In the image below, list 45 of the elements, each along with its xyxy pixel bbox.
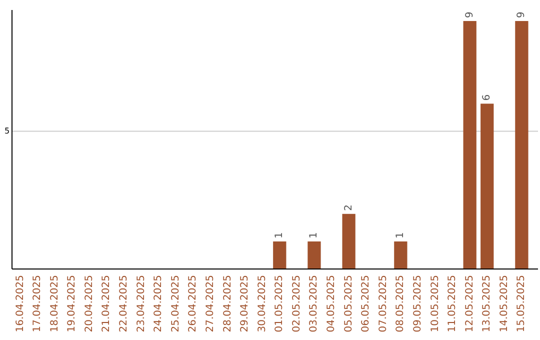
data-label: 6 — [482, 94, 493, 101]
data-label: 9 — [516, 12, 528, 18]
data-label: 1 — [395, 232, 406, 238]
x-tick-label: 09.05.2025 — [412, 275, 424, 332]
x-tick-label: 18.04.2025 — [49, 275, 60, 332]
x-tick-label: 16.04.2025 — [14, 275, 26, 332]
bar — [342, 214, 356, 269]
bar — [394, 241, 408, 269]
data-label: 2 — [343, 204, 354, 211]
bar — [463, 21, 476, 269]
x-tick-label: 10.05.2025 — [430, 275, 441, 332]
x-tick-label: 14.05.2025 — [498, 275, 510, 332]
x-tick-label: 01.05.2025 — [274, 275, 286, 332]
x-tick-label: 17.04.2025 — [32, 275, 44, 332]
x-tick-label: 05.05.2025 — [343, 275, 354, 332]
x-tick-label: 29.04.2025 — [240, 275, 251, 332]
x-tick-label: 20.04.2025 — [84, 275, 95, 332]
x-tick-label: 03.05.2025 — [308, 275, 320, 332]
x-tick-label: 24.04.2025 — [153, 275, 164, 332]
x-tick-label: 19.04.2025 — [66, 275, 78, 332]
x-tick-label: 21.04.2025 — [101, 275, 112, 332]
x-tick-label: 22.04.2025 — [118, 275, 130, 332]
x-tick-label: 06.05.2025 — [360, 275, 372, 332]
data-label: 1 — [308, 232, 320, 238]
x-tick-label: 28.04.2025 — [222, 275, 234, 332]
y-tick-label: 5 — [4, 126, 10, 136]
data-label: 9 — [464, 12, 476, 18]
x-tick-label: 26.04.2025 — [188, 275, 199, 332]
bar — [273, 241, 286, 269]
x-tick-label: 02.05.2025 — [291, 275, 302, 332]
x-tick-label: 07.05.2025 — [378, 275, 389, 332]
x-tick-label: 12.05.2025 — [464, 275, 476, 332]
x-tick-label: 15.05.2025 — [516, 275, 528, 332]
data-label: 1 — [274, 232, 286, 238]
x-tick-label: 30.04.2025 — [256, 275, 268, 332]
x-tick-label: 08.05.2025 — [395, 275, 406, 332]
x-tick-label: 27.04.2025 — [204, 275, 216, 332]
bar — [515, 21, 528, 269]
bar — [308, 241, 321, 269]
x-tick-label: 13.05.2025 — [482, 275, 493, 332]
x-tick-label: 04.05.2025 — [326, 275, 338, 332]
x-tick-label: 11.05.2025 — [447, 275, 458, 332]
x-tick-label: 23.04.2025 — [136, 275, 147, 332]
bar — [480, 104, 494, 269]
x-tick-label: 25.04.2025 — [170, 275, 182, 332]
